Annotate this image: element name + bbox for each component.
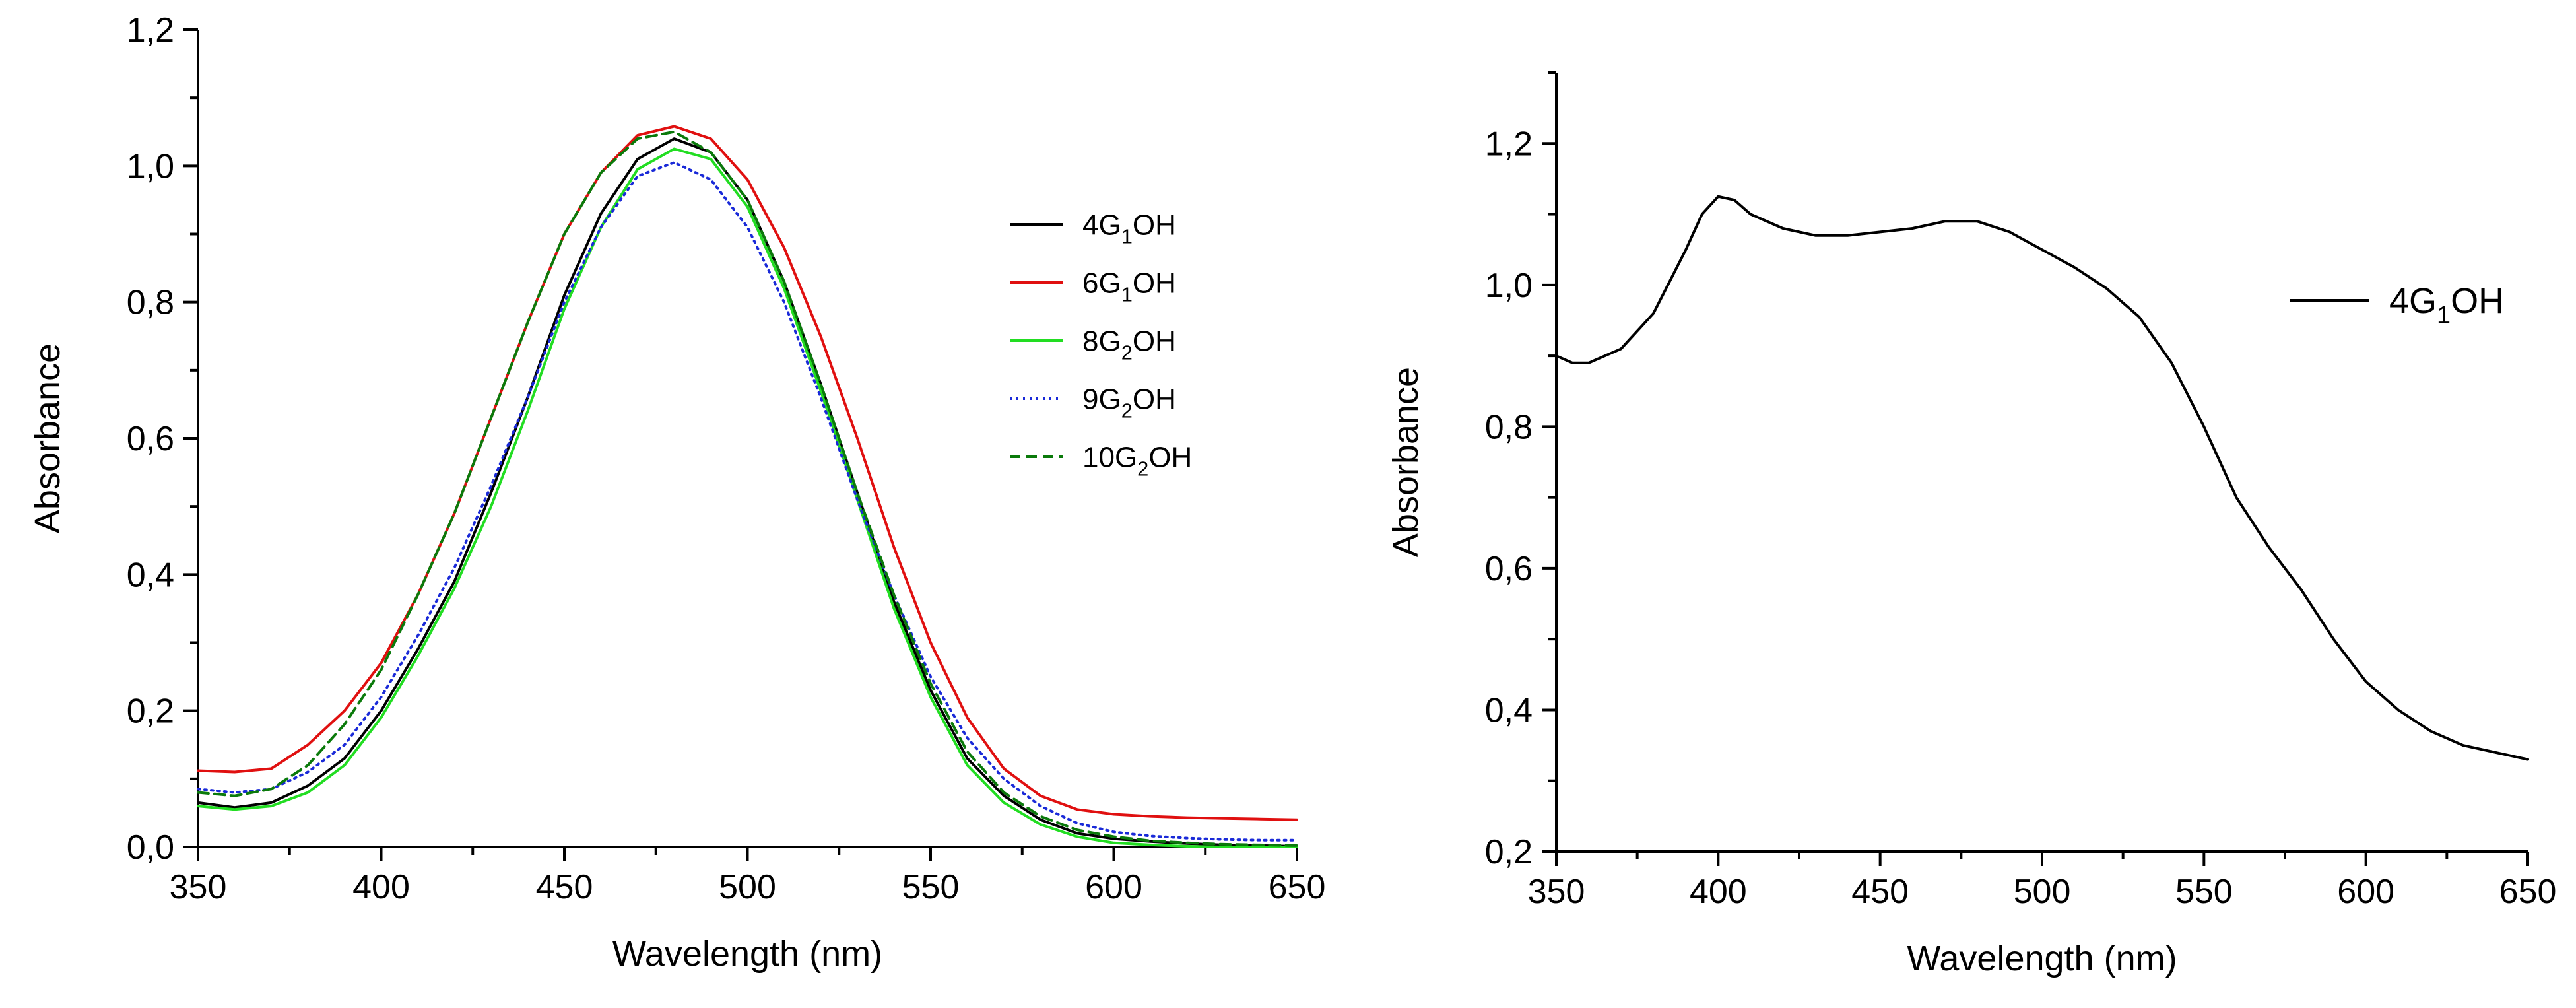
series-line-4G1OH <box>197 137 1298 848</box>
series-line-9G2OH <box>197 161 1298 842</box>
series-line-8G2OH <box>197 147 1298 848</box>
y-tick-label: 0,6 <box>1485 550 1533 588</box>
legend: 4G1OH 6G1OH 8G2OH 9G2OH 10G2OH <box>1010 209 1192 481</box>
y-tick-label: 0,0 <box>127 828 174 867</box>
legend-label-8G2OH: 8G2OH <box>1082 325 1176 364</box>
y-axis-title: Absorbance <box>28 343 67 533</box>
x-tick-label: 550 <box>2175 873 2233 911</box>
y-tick-label: 0,8 <box>127 284 174 322</box>
x-tick-label: 650 <box>1269 868 1326 906</box>
y-tick-label: 1,0 <box>127 147 174 185</box>
x-tick-label: 450 <box>1851 873 1909 911</box>
legend-label-6G1OH: 6G1OH <box>1082 267 1176 306</box>
x-axis-title: Wavelength (nm) <box>612 934 882 974</box>
x-tick-label: 600 <box>2337 873 2394 911</box>
left-chart: 350 400 450 500 550 600 650 0,0 0,2 0,4 0,6 0,8 1,0 1… <box>28 11 1325 974</box>
y-axis-title: Absorbance <box>1386 367 1426 557</box>
y-tick-label: 0,4 <box>1485 691 1533 729</box>
x-tick-label: 400 <box>352 868 410 906</box>
x-tick-label: 400 <box>1690 873 1747 911</box>
x-tick-label: 350 <box>170 868 227 906</box>
x-tick-label: 500 <box>719 868 776 906</box>
x-tick-label: 500 <box>2014 873 2071 911</box>
series-line-4G1OH <box>1555 195 2529 761</box>
right-chart: 350 400 450 500 550 600 650 0,2 0,4 0,6 0,8 1,0 1,2 W… <box>1386 71 2557 978</box>
y-tick-label: 1,0 <box>1485 267 1533 305</box>
legend-label-4G1OH: 4G1OH <box>1082 209 1176 248</box>
x-tick-label: 550 <box>902 868 960 906</box>
x-tick-label: 350 <box>1528 873 1585 911</box>
y-tick-label: 1,2 <box>127 11 174 50</box>
y-tick-label: 0,6 <box>127 420 174 458</box>
x-tick-label: 650 <box>2499 873 2557 911</box>
legend-label-9G2OH: 9G2OH <box>1082 383 1176 422</box>
x-tick-label: 600 <box>1085 868 1142 906</box>
series-line-6G1OH <box>197 125 1298 821</box>
legend-label-10G2OH: 10G2OH <box>1082 441 1192 480</box>
y-tick-label: 0,4 <box>127 556 174 594</box>
series-line-10G2OH <box>197 130 1298 847</box>
y-tick-label: 0,2 <box>127 692 174 731</box>
x-axis-title: Wavelength (nm) <box>1907 939 2177 978</box>
y-tick-label: 0,2 <box>1485 833 1533 871</box>
legend-label-4G1OH: 4G1OH <box>2389 281 2504 329</box>
y-tick-label: 0,8 <box>1485 408 1533 446</box>
y-tick-label: 1,2 <box>1485 125 1533 163</box>
x-tick-label: 450 <box>536 868 593 906</box>
legend: 4G1OH <box>2290 281 2504 329</box>
